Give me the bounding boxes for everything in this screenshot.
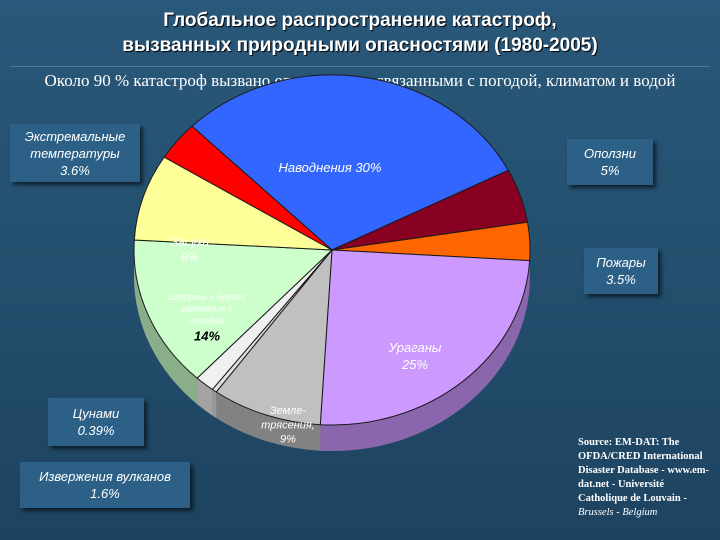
callout-volcanic-eruptions-value: 1.6%	[90, 486, 120, 501]
pie-side-shade-other	[134, 250, 198, 405]
pie-label-other-line-2: погодой	[190, 315, 224, 325]
pie-slice-floods	[191, 74, 509, 251]
callout-extreme-temperatures-line2: температуры	[30, 145, 120, 161]
pie-side-volcano	[197, 378, 213, 416]
callout-fires-value: 3.5%	[606, 272, 636, 287]
pie-label-earthquakes-line-0: Земле-	[270, 405, 307, 417]
callout-landslides-label: Оползни	[584, 146, 636, 161]
pie-slice-other	[133, 239, 334, 379]
callout-fires-label: Пожары	[596, 255, 646, 270]
pie-side-shade-hurricanes	[320, 260, 530, 451]
pie-slices	[133, 74, 531, 426]
callout-landslides: Оползни 5%	[567, 139, 653, 185]
pie-label-other-line-1: связанные с	[181, 304, 233, 314]
pie-side-shade-earthquakes	[216, 391, 321, 451]
callout-landslides-value: 5%	[600, 163, 620, 178]
pie-label-other: Штормы и другие связанные с погодой 14%	[168, 292, 245, 344]
pie-slice-hurricanes	[319, 249, 531, 426]
source-note: Source: EM-DAT: The OFDA/CRED Internatio…	[578, 436, 714, 520]
chart-title: Глобальное распространение катастроф, вы…	[0, 8, 720, 58]
pie-slice-earthquakes	[215, 248, 333, 426]
callout-tsunami-label: Цунами	[72, 406, 120, 421]
callout-extreme-temperatures-value: 3.6%	[60, 162, 90, 178]
pie-slice-labels: Наводнения 30% Ураганы 25% Земле-трясения, 9…	[168, 160, 441, 446]
title-divider	[10, 66, 710, 67]
pie-label-earthquakes-line-1: трясения,	[261, 419, 315, 431]
callout-volcanic-eruptions: Извержения вулканов 1.6%	[20, 462, 190, 508]
callout-extreme-temperatures-line1: Экстремальные	[24, 128, 126, 144]
pie-side-earthquakes	[216, 391, 321, 451]
pie-label-hurricanes-line-0: Ураганы	[388, 340, 442, 355]
source-city: Brussels - Belgium	[578, 507, 658, 518]
pie-label-hurricanes: Ураганы 25%	[388, 340, 442, 372]
pie-label-other-line-3: 14%	[194, 329, 220, 344]
source-text: Source: EM-DAT: The OFDA/CRED Internatio…	[578, 437, 710, 504]
pie-side-shade-volcano	[197, 378, 213, 416]
pie-label-hurricanes-line-1: 25%	[401, 357, 428, 372]
title-line-2: вызванных природными опасностями (1980-2…	[122, 35, 598, 56]
callout-tsunami: Цунами 0.39%	[48, 398, 144, 446]
pie-label-drought-line-1: 8%	[181, 251, 199, 265]
callout-fires: Пожары 3.5%	[584, 248, 658, 294]
pie-label-floods-line-0: Наводнения 30%	[279, 160, 382, 175]
pie-label-earthquakes: Земле-трясения, 9%	[261, 405, 315, 446]
pie-side-other	[134, 250, 198, 405]
callout-tsunami-value: 0.39%	[77, 423, 115, 438]
pie-3d-side	[134, 250, 530, 451]
pie-label-drought-line-0: Засуха	[171, 235, 210, 249]
callout-volcanic-eruptions-label: Извержения вулканов	[39, 469, 171, 484]
callout-extreme-temperatures: Экстремальные температуры 3.6%	[10, 124, 140, 182]
pie-slice-drought	[133, 156, 333, 251]
pie-side-tsunami	[212, 389, 217, 418]
pie-label-earthquakes-line-2: 9%	[280, 434, 296, 446]
pie-label-drought: Засуха 8%	[171, 235, 210, 265]
pie-side-hurricanes	[320, 260, 530, 451]
pie-label-floods: Наводнения 30%	[279, 160, 382, 175]
title-line-1: Глобальное распространение катастроф,	[163, 10, 557, 31]
pie-label-other-line-0: Штормы и другие	[168, 292, 245, 302]
pie-slice-extreme_temp	[163, 125, 333, 251]
pie-side-shade-tsunami	[212, 389, 217, 418]
